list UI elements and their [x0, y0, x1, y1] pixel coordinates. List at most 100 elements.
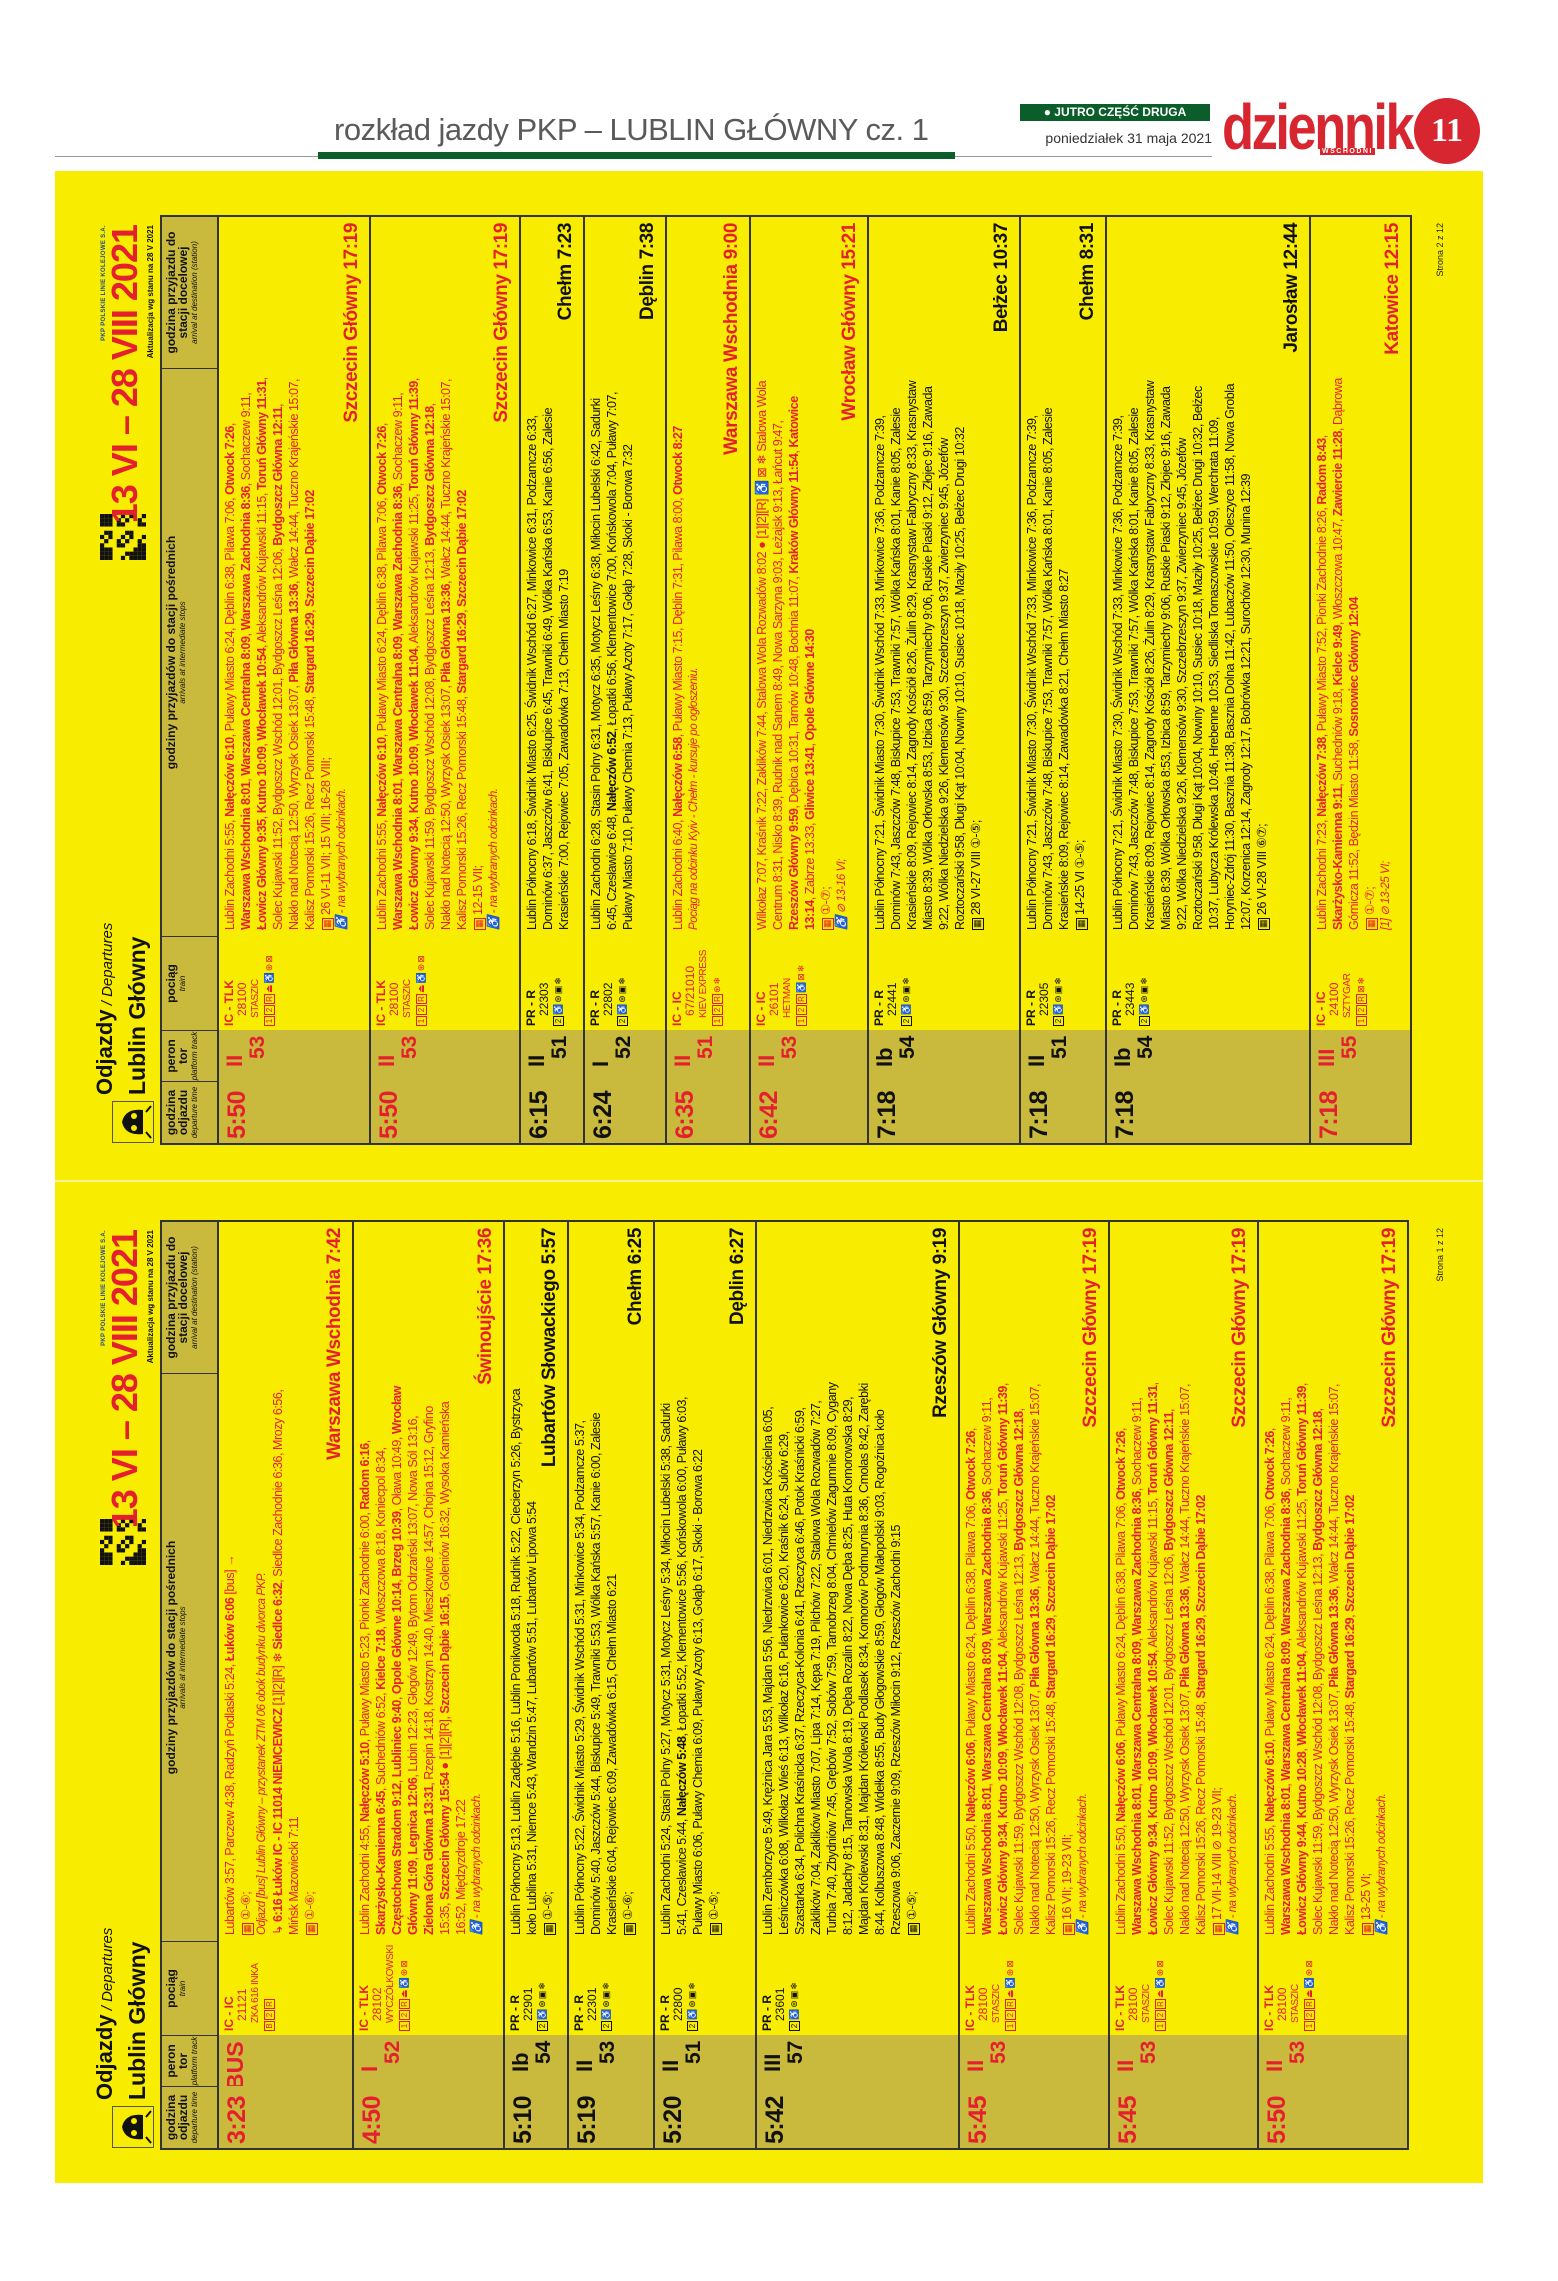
departure-row[interactable]: 5:10 Ib 54 PR - R 22901 2♿⊛▣❄ Lublin Północny …	[503, 1222, 567, 2148]
service-days: ▦ 26 VI-11 VII; 15 VIII; 16-28 VIII;	[318, 372, 334, 930]
departure-row[interactable]: 5:42 III 57 PR - R 23601 2♿⊛▣❄ Lublin Zemborzy…	[755, 1222, 958, 2148]
calendar-icon: ▦	[1258, 918, 1270, 930]
header-accent-bar	[318, 152, 955, 159]
calendar-icon: ▦	[972, 918, 984, 930]
train-cell[interactable]: IC - IC 24100 SZTYGAR 12R⊠❄	[1311, 936, 1410, 1030]
train-cell[interactable]: IC - IC 21121 ZKA 616 INKA B2R	[219, 1941, 352, 2035]
intermediate-stops: Lublin Zachodni 6:28, Stasin Polny 6:31,…	[585, 368, 665, 936]
second-class-icon: 2	[712, 1005, 723, 1015]
train-cell[interactable]: IC - TLK 28100 STASZIC 12R⏏♿⊛⊠	[219, 936, 369, 1030]
bold-stop: Radom 8:43	[1315, 438, 1329, 505]
first-class-icon: 1	[1155, 2021, 1166, 2031]
train-cell[interactable]: IC - IC 26101 HETMAN 12R♿⊠❄	[751, 936, 867, 1030]
destination-arrival: Wrocław Główny 15:21	[839, 223, 860, 421]
train-cell[interactable]: PR - R 22901 2♿⊛▣❄	[505, 1941, 567, 2035]
departure-row[interactable]: 4:50 I 52 IC - TLK 28102 WYCZÓŁKOWSKI 12R⏏♿⊛⊠ L…	[352, 1222, 503, 2148]
bold-stop: Częstochowa Stradom 9:12	[390, 1783, 404, 1935]
stop-text: ♿ - na wybranych odcinkach.	[336, 788, 348, 930]
intermediate-stops: Lublin Zachodni 4:55, Nałęczów 5:10, Puł…	[354, 1373, 503, 1941]
train-cell[interactable]: IC - TLK 28100 STASZIC 12R⏏♿⊛⊠	[371, 936, 519, 1030]
bold-stop: Toruń Główny 11:31	[255, 380, 269, 491]
departure-row[interactable]: 5:19 II 53 PR - R 22301 2♿⊛▣❄ Lublin Północny …	[567, 1222, 653, 2148]
destination-arrival: Chełm 8:31	[1077, 223, 1098, 321]
stop-text: Lublin Północny 7:21, Świdnik Miasto 7:3…	[1025, 407, 1071, 930]
stops-list: Lublin Północny 5:13, Lublin Zadębie 5:1…	[508, 1377, 540, 1935]
bold-stop: Bydgoszcz Główna 12:18	[423, 406, 437, 546]
train-cell[interactable]: IC - TLK 28102 WYCZÓŁKOWSKI 12R⏏♿⊛⊠	[354, 1941, 503, 2035]
train-name: SZTYGAR	[1342, 973, 1353, 1018]
destination-arrival: Chełm 6:25	[625, 1228, 646, 1326]
train-cell[interactable]: PR - R 22800 2♿⊛▣❄	[655, 1941, 755, 2035]
second-class-icon: 2	[264, 1005, 275, 1015]
bold-stop: Nałęczów 6:52	[605, 731, 619, 812]
departure-row[interactable]: 7:18 II 51 PR - R 22305 2♿⊛▣❄ Lublin Północny …	[1019, 217, 1105, 1143]
platform-number: 51	[694, 1035, 717, 1059]
wheelchair-lift-icon: ⏏	[1005, 1989, 1015, 1998]
qr-code[interactable]	[100, 514, 146, 560]
departure-time: 5:42	[757, 2086, 958, 2148]
stop-text: ,	[255, 740, 269, 747]
departure-row[interactable]: 5:45 II 53 IC - TLK 28100 STASZIC 12R⏏♿⊛⊠ Lubli…	[1108, 1222, 1257, 2148]
stop-text: ,	[223, 423, 237, 427]
stops-list: Wilkołaz 7:07, Kraśnik 7:22, Zaklików 7:…	[754, 372, 818, 930]
bold-stop: Rzeszów Główny 9:59	[787, 808, 801, 930]
departure-row[interactable]: 6:24 I 52 PR - R 22802 2♿⊛▣❄ Lublin Zachodni 6…	[583, 217, 665, 1143]
platform-number: 52	[612, 1035, 635, 1059]
stops-list: Lubartów 3:57, Parczew 4:38, Radzyń Podl…	[222, 1377, 238, 1935]
panel-title-band: Odjazdy / Departures Lublin Główny PKP POL…	[90, 1220, 160, 2150]
platform-cell: III 57	[757, 2035, 958, 2086]
newspaper-logo[interactable]: dziennik WSCHODNI	[1222, 91, 1415, 163]
bold-stop: Stargard 16:29	[1194, 1617, 1208, 1699]
second-class-icon: 2	[264, 2010, 275, 2020]
bike-icon: ⊛	[687, 2000, 697, 2008]
destination-cell: Lubartów Słowackiego 5:57	[505, 1222, 567, 1467]
stops-list: Lublin Północny 7:21, Świdnik Miasto 7:3…	[1024, 372, 1072, 930]
stop-text: ,	[1295, 1745, 1309, 1752]
teaser-badge[interactable]: ● JUTRO CZĘŚĆ DRUGA	[1020, 104, 1210, 121]
departure-row[interactable]: 7:18 III 55 IC - IC 24100 SZTYGAR 12R⊠❄ Lublin …	[1309, 217, 1410, 1143]
qr-code[interactable]	[100, 1519, 146, 1565]
train-cell[interactable]: PR - R 22303 2♿⊛▣❄	[521, 936, 583, 1030]
departure-row[interactable]: 7:18 Ib 54 PR - R 22441 2♿⊛▣❄ Lublin Północny …	[867, 217, 1019, 1143]
stop-text: , Puławy Miasto 5:23, Pionki Zachodnie 6…	[358, 1509, 372, 1743]
bold-stop: Warszawa Centralna 8:09	[239, 636, 253, 776]
bold-stop: Łowicz Główny 9:34	[407, 819, 421, 930]
wheelchair-icon: ♿	[796, 981, 806, 993]
destination-cell: Dęblin 7:38	[585, 217, 665, 368]
departure-row[interactable]: 3:23 BUS IC - IC 21121 ZKA 616 INKA B2R Lubart…	[217, 1222, 352, 2148]
stop-text: ,	[803, 740, 817, 747]
train-cell[interactable]: PR - R 23443 2♿⊛▣❄	[1107, 936, 1309, 1030]
stop-text: , Sochaczew 9:11,	[239, 392, 253, 487]
stop-text: Lublin Północny 7:21, Świdnik Miasto 7:3…	[1111, 380, 1253, 930]
departure-row[interactable]: 7:18 Ib 54 PR - R 23443 2♿⊛▣❄ Lublin Północny …	[1105, 217, 1309, 1143]
train-cell[interactable]: PR - R 22802 2♿⊛▣❄	[585, 936, 665, 1030]
departure-row[interactable]: 6:35 II 51 IC - IC 67/21010 KIEV EXPRESS 12R⊛❄…	[665, 217, 749, 1143]
train-cell[interactable]: IC - TLK 28100 STASZIC 12R⏏♿⊛⊠	[1110, 1941, 1257, 2035]
wheelchair-lift-icon: ⏏	[416, 984, 426, 993]
stop-text: ,	[1315, 435, 1329, 439]
train-name: WYCZÓŁKOWSKI	[385, 1945, 396, 2023]
stop-text: ,	[391, 775, 405, 782]
train-cell[interactable]: IC - IC 67/21010 KIEV EXPRESS 12R⊛❄	[667, 936, 749, 1030]
amenity-icons: 12R⏏♿⊛⊠	[414, 938, 427, 1026]
departure-row[interactable]: 5:20 II 51 PR - R 22800 2♿⊛▣❄ Lublin Zachodni …	[653, 1222, 755, 2148]
departure-row[interactable]: 6:15 II 51 PR - R 22303 2♿⊛▣❄ Lublin Północny …	[519, 217, 583, 1143]
departure-row[interactable]: 6:42 II 53 IC - IC 26101 HETMAN 12R♿⊠❄ Wilkołaz…	[749, 217, 867, 1143]
service-days: ▦ ①-⑦;	[1362, 372, 1378, 930]
column-header-destination-en: arrival at destination (station)	[190, 1246, 199, 1349]
bold-stop: Bydgoszcz Główna 12:18	[1311, 1411, 1325, 1551]
stops-list: Lublin Zachodni 5:55, Nałęczów 6:10, Puł…	[222, 372, 318, 930]
departure-row[interactable]: 5:45 II 53 IC - TLK 28100 STASZIC 12R⏏♿⊛⊠ Lubli…	[958, 1222, 1108, 2148]
train-cell[interactable]: PR - R 23601 2♿⊛▣❄	[757, 1941, 958, 2035]
train-cell[interactable]: PR - R 22441 2♿⊛▣❄	[869, 936, 1019, 1030]
departure-row[interactable]: 5:50 II 53 IC - TLK 28100 STASZIC 12R⏏♿⊛⊠ Lubli…	[217, 217, 369, 1143]
train-cell[interactable]: IC - TLK 28100 STASZIC 12R⏏♿⊛⊠	[1259, 1941, 1407, 2035]
service-days-text: ①-⑤;	[905, 1891, 919, 1920]
train-cell[interactable]: IC - TLK 28100 STASZIC 12R⏏♿⊛⊠	[960, 1941, 1108, 2035]
departure-row[interactable]: 5:50 II 53 IC - TLK 28100 STASZIC 12R⏏♿⊛⊠ Lubli…	[369, 217, 519, 1143]
train-cell[interactable]: PR - R 22305 2♿⊛▣❄	[1021, 936, 1105, 1030]
train-cell[interactable]: PR - R 22301 2♿⊛▣❄	[569, 1941, 653, 2035]
departure-row[interactable]: 5:50 II 53 IC - TLK 28100 STASZIC 12R⏏♿⊛⊠ Lubli…	[1257, 1222, 1407, 2148]
bold-stop: Nałęczów 6:10	[223, 737, 237, 817]
reservation-icon: R	[1155, 1999, 1166, 2009]
